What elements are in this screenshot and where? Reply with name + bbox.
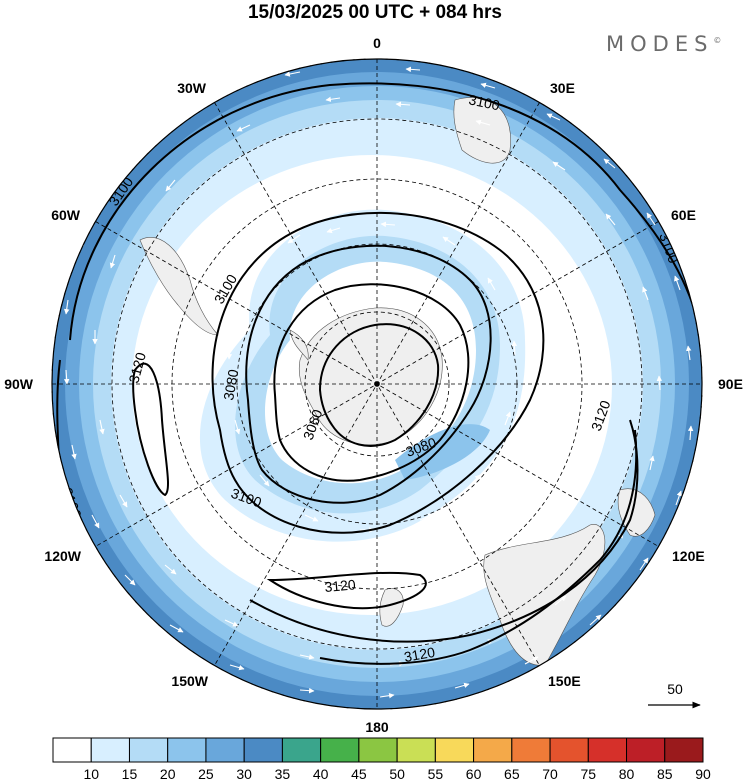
contour-label: 3120 (403, 644, 437, 665)
colorbar-tick-label: 65 (504, 766, 520, 782)
colorbar-tick-label: 70 (542, 766, 558, 782)
lon-label-60w: 60W (51, 207, 81, 223)
colorbar-box (396, 737, 436, 763)
colorbar-tick-label: 60 (466, 766, 482, 782)
colorbar-box (52, 737, 92, 763)
contour-label: 3120 (125, 350, 149, 384)
lon-label-0: 0 (373, 35, 381, 51)
colorbar-box (434, 737, 475, 763)
lon-label-120e: 120E (672, 548, 705, 564)
colorbar-tick-label: 30 (236, 766, 252, 782)
lon-label-120w: 120W (44, 548, 81, 564)
brand-name: MODES (606, 32, 714, 56)
lon-label-30e: 30E (550, 80, 575, 96)
colorbar-box (473, 737, 513, 763)
colorbar-box (205, 737, 245, 763)
colorbar-tick-label: 20 (160, 766, 176, 782)
wind-speed-shading: 3100 3100 3100 3100 3100 3100 3120 3120 … (52, 59, 702, 709)
colorbar-box (358, 737, 398, 763)
colorbar-box (320, 737, 360, 763)
height-contours (55, 82, 701, 665)
colorbar-boxes (52, 737, 704, 763)
lon-label-180: 180 (365, 719, 389, 735)
contour-label: 3080 (220, 368, 241, 402)
colorbar-labels: 10 15 20 25 30 35 40 45 50 55 60 65 70 75 80 85 90 (83, 766, 711, 782)
lon-label-150e: 150E (548, 673, 581, 689)
colorbar-box (549, 737, 589, 763)
lon-label-90w: 90W (4, 376, 34, 392)
landmasses (139, 97, 656, 666)
colorbar-box (167, 737, 207, 763)
colorbar-tick-label: 35 (275, 766, 291, 782)
lon-label-150w: 150W (171, 673, 208, 689)
meridian-labels: 0 30E 60E 90E 120E 150E 180 150W 120W 90… (4, 35, 743, 735)
south-pole-marker (374, 381, 380, 387)
lon-label-30w: 30W (177, 80, 207, 96)
colorbar-box (90, 737, 130, 763)
copyright-mark: © (713, 36, 722, 45)
contour-label: 3120 (324, 576, 357, 595)
colorbar-box (281, 737, 322, 763)
colorbar-tick-label: 55 (428, 766, 444, 782)
wind-vectors (63, 66, 694, 699)
lon-label-60e: 60E (671, 207, 696, 223)
colorbar-tick-label: 90 (695, 766, 711, 782)
colorbar-box (511, 737, 551, 763)
colorbar-tick-label: 25 (198, 766, 214, 782)
colorbar-tick-label: 40 (313, 766, 329, 782)
colorbar-tick-label: 15 (122, 766, 138, 782)
colorbar-tick-label: 75 (581, 766, 597, 782)
colorbar-box (587, 737, 628, 763)
colorbar-box (128, 737, 169, 763)
map-title: 15/03/2025 00 UTC + 084 hrs (247, 2, 503, 23)
brand-logo: MODES© (606, 32, 721, 56)
lon-label-90e: 90E (718, 376, 743, 392)
colorbar-box (243, 737, 283, 763)
colorbar-tick-label: 80 (619, 766, 635, 782)
map-border-ticks (51, 58, 703, 710)
colorbar-tick-label: 45 (351, 766, 367, 782)
colorbar-tick-label: 50 (389, 766, 405, 782)
colorbar-box (626, 737, 666, 763)
colorbar-box (664, 737, 704, 763)
contour-label: 3100 (467, 91, 501, 113)
vector-reference-label: 50 (667, 681, 683, 697)
colorbar-tick-label: 85 (657, 766, 673, 782)
vector-reference: 50 (648, 681, 701, 709)
colorbar-tick-label: 10 (83, 766, 99, 782)
